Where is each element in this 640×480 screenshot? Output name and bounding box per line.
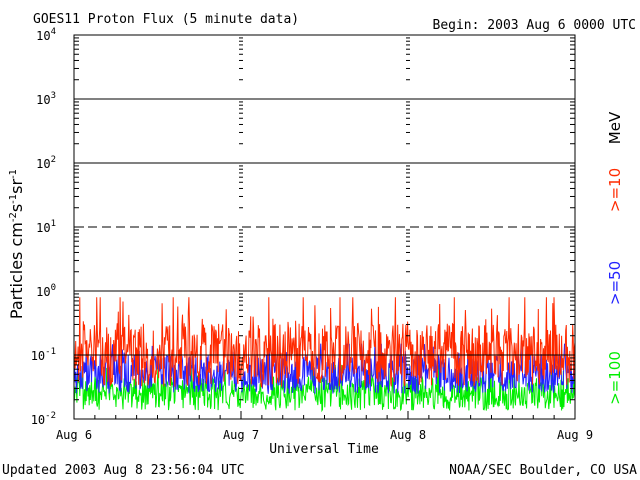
x-tick-label: Aug 7 [223,428,259,442]
legend: >=10 >=50 >=100 MeV [606,111,624,405]
y-axis-ticks: 10-2 10-1 100 101 102 103 104 [31,27,575,427]
y-tick-label: 103 [36,91,56,107]
y-tick-label: 102 [36,155,56,171]
credit-label: NOAA/SEC Boulder, CO USA [449,463,637,478]
x-tick-label: Aug 8 [390,428,426,442]
y-tick-label: 10-2 [31,411,56,427]
legend-entry-ge50: >=50 [606,261,624,305]
y-tick-label: 104 [36,27,56,43]
x-axis-label: Universal Time [269,442,379,457]
y-axis-label: Particles cm-2s-1sr-1 [7,169,26,319]
x-tick-label: Aug 9 [557,428,593,442]
flux-series-ge100 [73,364,576,413]
legend-entry-ge10: >=10 [606,168,624,212]
plot-area [73,34,576,420]
flux-series-ge10 [73,297,576,388]
y-tick-label: 100 [36,283,56,299]
x-tick-label: Aug 6 [56,428,92,442]
chart-title: GOES11 Proton Flux (5 minute data) [33,12,299,27]
x-axis-ticks: Aug 6 Aug 7 Aug 8 Aug 9 [56,411,593,442]
legend-unit: MeV [606,111,624,144]
flux-series-ge50 [73,343,576,394]
y-tick-label: 10-1 [31,347,56,363]
y-tick-label: 101 [36,219,56,235]
updated-timestamp: Updated 2003 Aug 8 23:56:04 UTC [2,463,245,478]
begin-time-label: Begin: 2003 Aug 6 0000 UTC [433,18,637,33]
legend-entry-ge100: >=100 [606,351,624,405]
